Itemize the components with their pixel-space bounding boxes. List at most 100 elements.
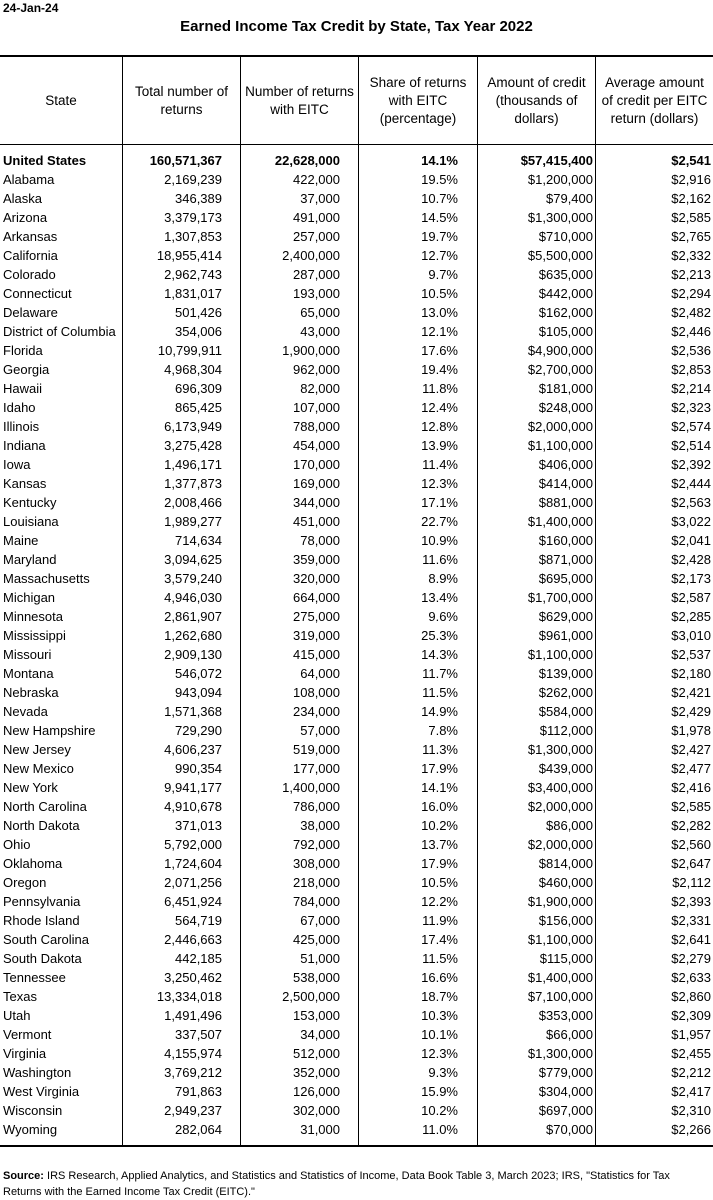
cell-state: Virginia: [3, 1046, 47, 1061]
cell-state: South Carolina: [3, 932, 89, 947]
cell-amount: $3,400,000: [527, 780, 593, 795]
cell-state: Tennessee: [3, 970, 66, 985]
cell-total-returns: 3,094,625: [164, 552, 222, 567]
cell-eitc-returns: 31,000: [300, 1122, 340, 1137]
cell-share: 19.7%: [421, 229, 458, 244]
cell-eitc-returns: 302,000: [293, 1103, 340, 1118]
cell-share: 12.4%: [421, 400, 458, 415]
cell-share: 9.6%: [428, 609, 458, 624]
table-row: Idaho 865,425 107,000 12.4% $248,000 $2,323: [0, 398, 713, 417]
column-divider: [240, 57, 241, 1145]
table-row: Arkansas 1,307,853 257,000 19.7% $710,000 $2,…: [0, 227, 713, 246]
cell-eitc-returns: 177,000: [293, 761, 340, 776]
cell-amount: $5,500,000: [527, 248, 593, 263]
cell-state: Georgia: [3, 362, 50, 377]
cell-amount: $181,000: [538, 381, 593, 396]
cell-amount: $439,000: [538, 761, 593, 776]
cell-average: $2,647: [671, 856, 711, 871]
cell-state: Nebraska: [3, 685, 59, 700]
cell-total-returns: 2,949,237: [164, 1103, 222, 1118]
table-row: Colorado 2,962,743 287,000 9.7% $635,000 $2,2…: [0, 265, 713, 284]
cell-share: 16.6%: [421, 970, 458, 985]
cell-average: $2,417: [671, 1084, 711, 1099]
cell-share: 10.2%: [421, 1103, 458, 1118]
cell-state: Oklahoma: [3, 856, 63, 871]
cell-total-returns: 2,909,130: [164, 647, 222, 662]
cell-share: 12.2%: [421, 894, 458, 909]
cell-share: 10.7%: [421, 191, 458, 206]
table-row: West Virginia 791,863 126,000 15.9% $304,000…: [0, 1082, 713, 1101]
cell-share: 12.3%: [421, 1046, 458, 1061]
cell-amount: $66,000: [546, 1027, 593, 1042]
cell-share: 18.7%: [421, 989, 458, 1004]
cell-amount: $86,000: [546, 818, 593, 833]
eitc-table: State Total number of returns Number of …: [0, 55, 713, 1147]
cell-amount: $779,000: [538, 1065, 593, 1080]
table-row: Kentucky 2,008,466 344,000 17.1% $881,000 $2,…: [0, 493, 713, 512]
cell-share: 11.0%: [422, 1122, 458, 1137]
cell-share: 10.3%: [421, 1008, 458, 1023]
cell-amount: $406,000: [538, 457, 593, 472]
cell-amount: $139,000: [538, 666, 593, 681]
cell-average: $2,331: [671, 913, 711, 928]
cell-average: $2,536: [671, 343, 711, 358]
cell-state: Kansas: [3, 476, 47, 491]
table-row: Georgia 4,968,304 962,000 19.4% $2,700,000 $2…: [0, 360, 713, 379]
cell-average: $2,482: [671, 305, 711, 320]
cell-share: 14.9%: [421, 704, 458, 719]
cell-eitc-returns: 491,000: [293, 210, 340, 225]
cell-average: $2,266: [671, 1122, 711, 1137]
cell-eitc-returns: 22,628,000: [274, 153, 340, 168]
cell-total-returns: 3,275,428: [164, 438, 222, 453]
cell-eitc-returns: 65,000: [300, 305, 340, 320]
header-total-returns: Total number of returns: [134, 83, 229, 117]
table-row: New Mexico 990,354 177,000 17.9% $439,000 $2,…: [0, 759, 713, 778]
cell-share: 11.5%: [422, 685, 458, 700]
table-row: Delaware 501,426 65,000 13.0% $162,000 $2,482: [0, 303, 713, 322]
cell-eitc-returns: 786,000: [293, 799, 340, 814]
cell-state: Arkansas: [3, 229, 58, 244]
cell-amount: $105,000: [538, 324, 593, 339]
table-row: Wyoming 282,064 31,000 11.0% $70,000 $2,266: [0, 1120, 713, 1139]
cell-state: Idaho: [3, 400, 36, 415]
cell-state: Michigan: [3, 590, 56, 605]
cell-average: $2,392: [671, 457, 711, 472]
cell-eitc-returns: 962,000: [293, 362, 340, 377]
cell-share: 14.5%: [421, 210, 458, 225]
cell-eitc-returns: 425,000: [293, 932, 340, 947]
cell-total-returns: 2,169,239: [164, 172, 222, 187]
cell-share: 14.1%: [421, 153, 458, 168]
cell-total-returns: 501,426: [175, 305, 222, 320]
cell-eitc-returns: 153,000: [293, 1008, 340, 1023]
cell-eitc-returns: 57,000: [300, 723, 340, 738]
cell-average: $2,309: [671, 1008, 711, 1023]
cell-average: $2,285: [671, 609, 711, 624]
cell-average: $2,477: [671, 761, 711, 776]
cell-amount: $162,000: [538, 305, 593, 320]
header-amount: Amount of credit (thousands of dollars): [487, 74, 586, 126]
cell-total-returns: 1,377,873: [164, 476, 222, 491]
table-row: Montana 546,072 64,000 11.7% $139,000 $2,180: [0, 664, 713, 683]
table-row: North Dakota 371,013 38,000 10.2% $86,000 $2,…: [0, 816, 713, 835]
cell-eitc-returns: 34,000: [300, 1027, 340, 1042]
table-row: District of Columbia 354,006 43,000 12.1% $1…: [0, 322, 713, 341]
table-row: Nevada 1,571,368 234,000 14.9% $584,000 $2,42…: [0, 702, 713, 721]
cell-eitc-returns: 193,000: [293, 286, 340, 301]
table-row: New Jersey 4,606,237 519,000 11.3% $1,300,00…: [0, 740, 713, 759]
cell-eitc-returns: 538,000: [293, 970, 340, 985]
cell-share: 10.2%: [421, 818, 458, 833]
cell-eitc-returns: 218,000: [293, 875, 340, 890]
cell-state: Nevada: [3, 704, 48, 719]
cell-share: 12.8%: [421, 419, 458, 434]
cell-state: Iowa: [3, 457, 31, 472]
cell-state: West Virginia: [3, 1084, 80, 1099]
cell-total-returns: 4,606,237: [164, 742, 222, 757]
cell-share: 19.5%: [421, 172, 458, 187]
cell-total-returns: 371,013: [175, 818, 222, 833]
cell-average: $3,010: [671, 628, 711, 643]
cell-eitc-returns: 792,000: [293, 837, 340, 852]
table-row: Alaska 346,389 37,000 10.7% $79,400 $2,162: [0, 189, 713, 208]
cell-average: $2,323: [671, 400, 711, 415]
cell-amount: $112,000: [539, 723, 593, 738]
cell-amount: $353,000: [538, 1008, 593, 1023]
